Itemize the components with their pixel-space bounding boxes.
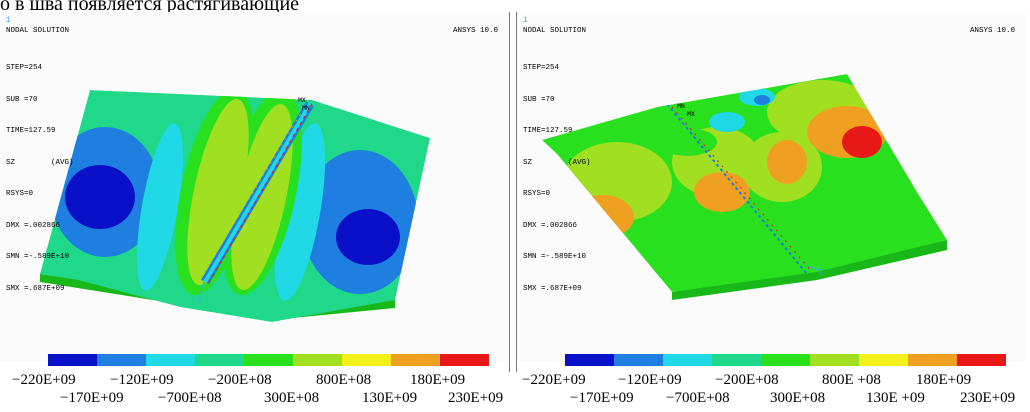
legend-label: 130E +09 [866, 390, 925, 406]
svg-text:MN: MN [677, 103, 685, 110]
legend-swatch [712, 354, 761, 366]
legend-label: −120E+09 [618, 372, 682, 388]
window-number: 1 [523, 16, 528, 25]
info-line: RSYS=0 [6, 190, 34, 198]
info-line: RSYS=0 [523, 190, 551, 198]
stress-plot-left: MX MN Z [40, 90, 430, 322]
legend-label: 180E+09 [410, 372, 466, 388]
info-line: SUB =70 [523, 95, 555, 104]
legend-swatch [440, 354, 489, 366]
legend-swatch [810, 354, 859, 366]
legend-swatch [908, 354, 957, 366]
software-brand: ANSYS 10.0 [969, 27, 1015, 35]
panel-divider[interactable] [509, 12, 517, 372]
legend-swatch [195, 354, 244, 366]
legend-label: −170E+09 [60, 390, 124, 406]
legend-label: −170E+09 [570, 390, 634, 406]
color-legend-right [565, 354, 1006, 366]
info-line: DMX =.002866 [6, 221, 61, 230]
legend-label: 180E+09 [916, 372, 972, 388]
legend-label: −200E+08 [715, 372, 779, 388]
info-line: SMN =-.589E+10 [6, 253, 70, 261]
window-number: 1 [6, 16, 11, 25]
info-line: SMN =-.589E+10 [523, 253, 587, 261]
caption-text: о в шва появляется растягивающие [0, 0, 300, 14]
info-line: TIME=127.59 [523, 127, 573, 135]
legend-swatch [293, 354, 342, 366]
legend-swatch [48, 354, 97, 366]
legend-label: −220E+09 [522, 372, 586, 388]
legend-swatch [244, 354, 293, 366]
legend-label: −200E+08 [208, 372, 272, 388]
info-line: DMX =.002866 [523, 221, 578, 230]
legend-swatch [663, 354, 712, 366]
svg-text:MN: MN [302, 105, 310, 112]
legend-label: 800E +08 [822, 372, 881, 388]
info-line: SMX =.687E+09 [6, 284, 65, 293]
info-line: SMX =.687E+09 [523, 284, 582, 293]
legend-swatch [342, 354, 391, 366]
svg-text:MX: MX [687, 111, 695, 118]
solution-info: STEP=254 SUB =70 TIME=127.59 SZ (AVG) RS… [523, 42, 591, 315]
info-line: SZ (AVG) [523, 158, 591, 167]
info-line: TIME=127.59 [6, 127, 56, 135]
software-brand: ANSYS 10.0 [452, 27, 498, 35]
stress-plot-right: MN MX Z [542, 74, 947, 300]
legend-label: 300E+08 [264, 390, 320, 406]
color-legend-left [48, 354, 489, 366]
info-line: STEP=254 [6, 64, 43, 72]
legend-swatch [391, 354, 440, 366]
legend-label: 230E+09 [960, 390, 1016, 406]
legend-swatch [614, 354, 663, 366]
legend-label: −700E+08 [158, 390, 222, 406]
legend-label: −700E+08 [666, 390, 730, 406]
plot-title: NODAL SOLUTION [6, 27, 70, 35]
legend-swatch [565, 354, 614, 366]
svg-text:Z: Z [819, 269, 823, 277]
info-line: SZ (AVG) [6, 158, 74, 167]
legend-label: −120E+09 [110, 372, 174, 388]
info-line: SUB =70 [6, 95, 38, 104]
legend-label: −220E+09 [12, 372, 76, 388]
legend-swatch [97, 354, 146, 366]
svg-text:Z: Z [198, 297, 202, 305]
solution-info: STEP=254 SUB =70 TIME=127.59 SZ (AVG) RS… [6, 42, 74, 315]
legend-swatch [761, 354, 810, 366]
legend-swatch [146, 354, 195, 366]
info-line: STEP=254 [523, 64, 560, 72]
plot-title: NODAL SOLUTION [523, 27, 587, 35]
legend-swatch [859, 354, 908, 366]
viewport-right[interactable]: MN MX Z 1 NODAL SOLUTION ANSYS 10.0 STEP… [517, 12, 1025, 362]
legend-label: 800E+08 [316, 372, 372, 388]
legend-swatch [957, 354, 1006, 366]
legend-label: 300E+08 [770, 390, 826, 406]
viewport-left[interactable]: MX MN Z 1 NODAL SOLUTION ANSYS 10.0 STEP… [0, 12, 508, 362]
legend-label: 230E+09 [448, 390, 504, 406]
legend-label: 130E+09 [362, 390, 418, 406]
svg-text:MX: MX [298, 97, 306, 104]
